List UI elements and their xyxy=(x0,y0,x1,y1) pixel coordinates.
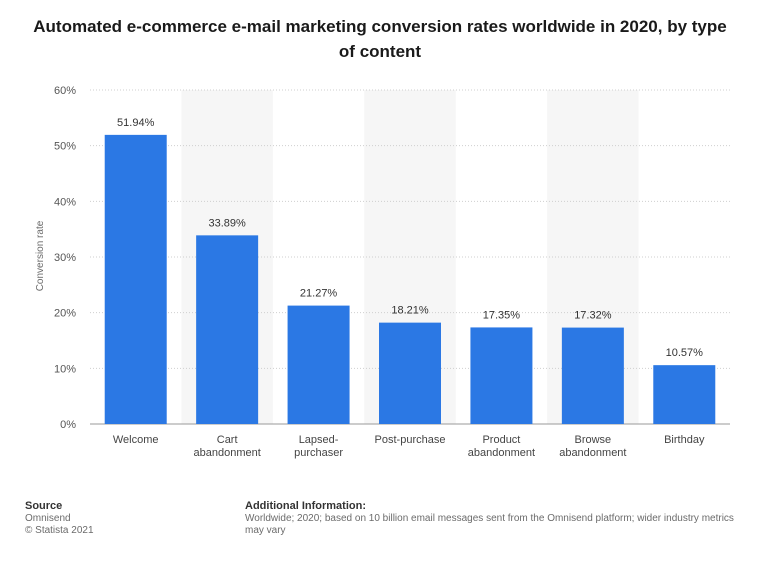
bar[interactable] xyxy=(470,327,533,424)
copyright: © Statista 2021 xyxy=(25,525,94,536)
additional-info-heading: Additional Information: xyxy=(245,500,366,512)
additional-info-block: Additional Information: Worldwide; 2020;… xyxy=(245,500,755,538)
y-tick-label: 20% xyxy=(54,308,76,320)
x-tick-label: Welcome xyxy=(113,434,159,446)
y-tick-label: 0% xyxy=(60,419,76,431)
y-axis-label: Conversion rate xyxy=(35,220,46,291)
data-label: 18.21% xyxy=(391,305,429,317)
bar[interactable] xyxy=(287,305,350,424)
y-tick-label: 30% xyxy=(54,252,76,264)
bar-chart: 0% 10% 20% 30% 40% 50% 60% 51.94% 33.89% 21.27% 1… xyxy=(35,85,730,459)
x-tick-label: Post-purchase xyxy=(375,434,446,446)
source-block: Source Omnisend © Statista 2021 xyxy=(25,500,94,538)
x-tick-label: Birthday xyxy=(664,434,705,446)
y-tick-label: 40% xyxy=(54,196,76,208)
bar[interactable] xyxy=(196,235,259,424)
data-label: 17.35% xyxy=(483,309,521,321)
y-tick-label: 50% xyxy=(54,141,76,153)
bar[interactable] xyxy=(561,327,624,424)
source-heading: Source xyxy=(25,500,63,512)
bar[interactable] xyxy=(379,322,441,424)
bar[interactable] xyxy=(653,365,716,424)
y-tick-label: 60% xyxy=(54,85,76,97)
chart-title: Automated e-commerce e-mail marketing co… xyxy=(33,17,727,61)
bar[interactable] xyxy=(104,134,167,424)
additional-info-text: Worldwide; 2020; based on 10 billion ema… xyxy=(245,512,734,537)
data-label: 21.27% xyxy=(300,288,338,300)
data-label: 33.89% xyxy=(208,217,246,229)
data-label: 51.94% xyxy=(117,117,155,129)
x-tick-label: Cart abandonment xyxy=(194,434,261,459)
y-tick-label: 10% xyxy=(54,363,76,375)
data-label: 17.32% xyxy=(574,310,612,322)
x-tick-label: Product abandonment xyxy=(468,434,535,459)
data-label: 10.57% xyxy=(666,347,704,359)
x-tick-label: Browse abandonment xyxy=(559,434,626,459)
x-tick-label: Lapsed-purchaser xyxy=(294,434,343,459)
source-name[interactable]: Omnisend xyxy=(25,512,71,524)
